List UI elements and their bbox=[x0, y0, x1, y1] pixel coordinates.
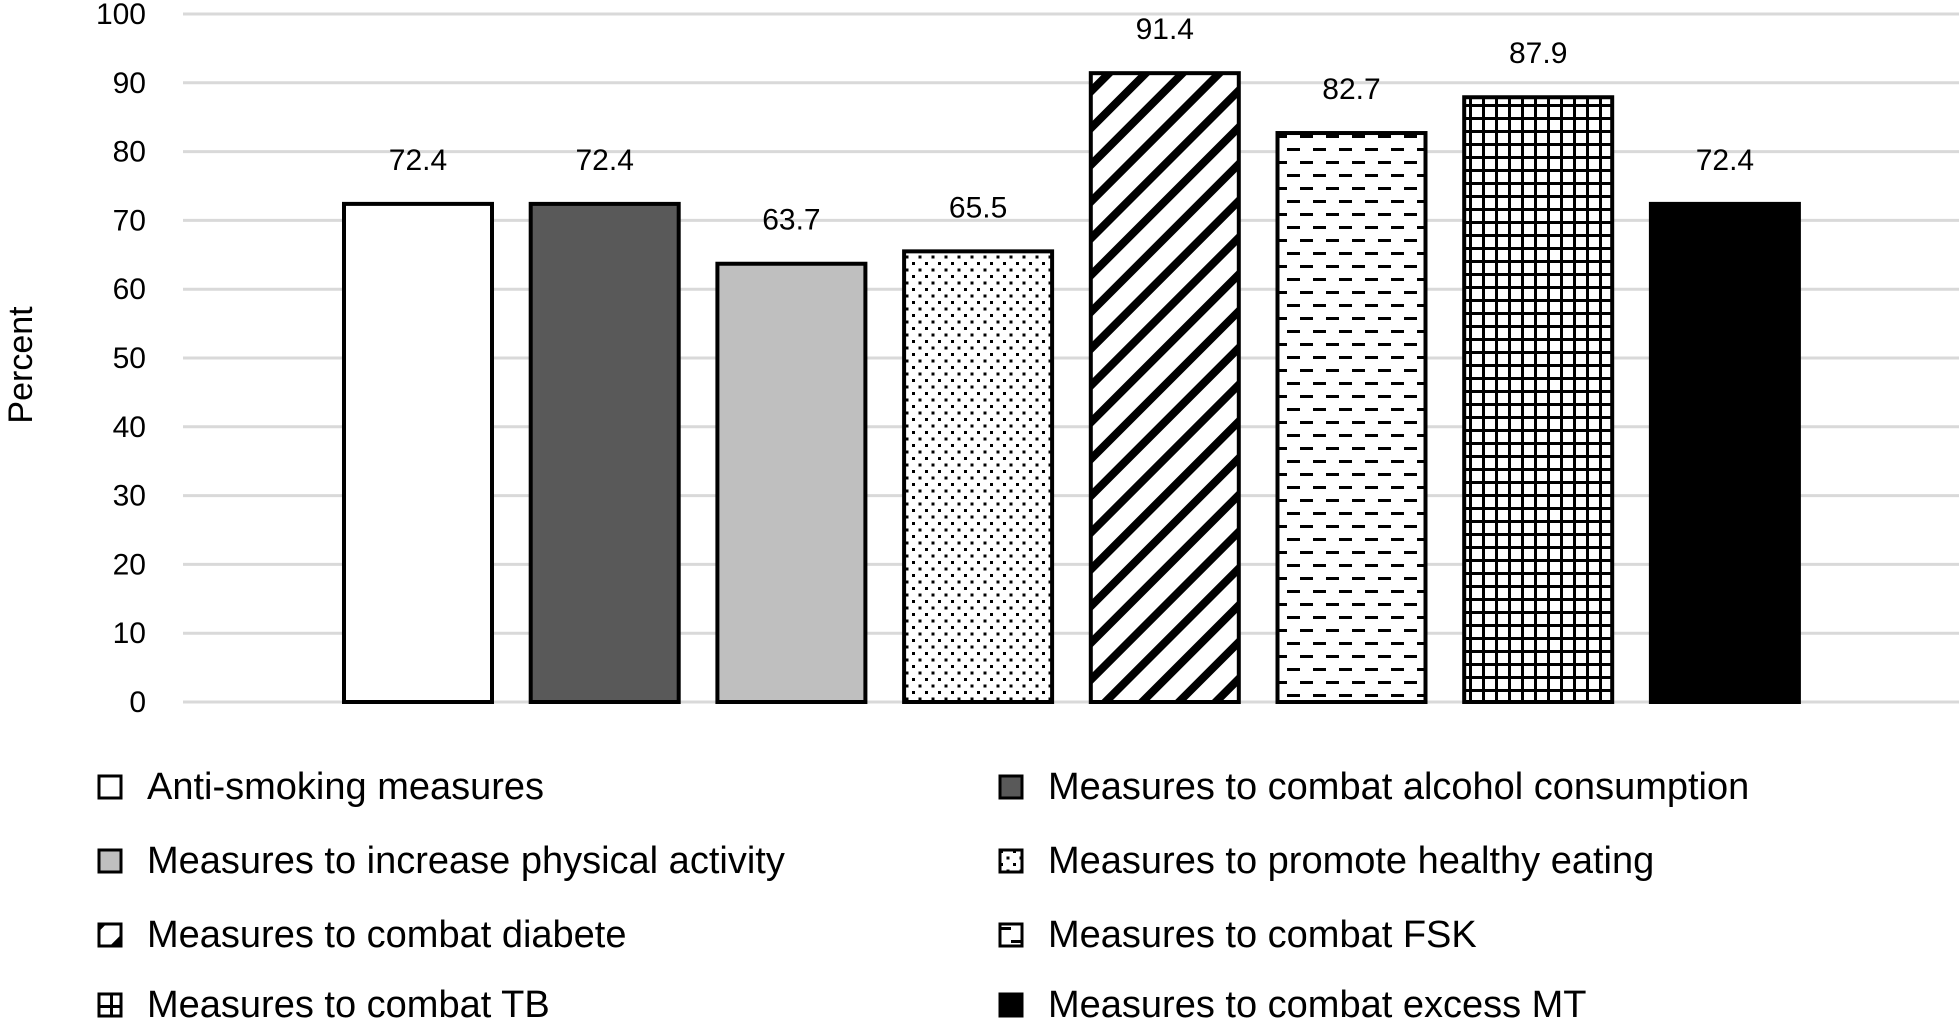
legend-item: Measures to promote healthy eating bbox=[998, 836, 1654, 886]
y-tick-label: 70 bbox=[113, 204, 146, 237]
legend-label: Measures to combat excess MT bbox=[1048, 983, 1587, 1026]
y-tick-label: 90 bbox=[113, 67, 146, 100]
data-label: 91.4 bbox=[1136, 13, 1194, 46]
legend-item: Measures to combat excess MT bbox=[998, 980, 1587, 1030]
legend-item: Measures to combat FSK bbox=[998, 910, 1477, 960]
bar-dark-gray bbox=[528, 201, 681, 704]
legend-label: Measures to promote healthy eating bbox=[1048, 839, 1655, 882]
legend-swatch-dots-icon bbox=[998, 848, 1024, 874]
legend-item: Measures to increase physical activity bbox=[97, 836, 785, 886]
bars bbox=[342, 71, 1801, 705]
legend-label: Measures to combat diabete bbox=[147, 913, 627, 956]
legend-label: Anti-smoking measures bbox=[147, 765, 545, 808]
bar-dashes bbox=[1275, 131, 1428, 705]
data-label: 65.5 bbox=[949, 191, 1007, 224]
bar-light-gray bbox=[715, 261, 868, 704]
legend-swatch-dashes-icon bbox=[998, 922, 1024, 948]
legend-swatch-black-icon bbox=[998, 992, 1024, 1018]
y-tick-label: 40 bbox=[113, 411, 146, 444]
bar-white bbox=[342, 201, 494, 704]
legend-label: Measures to increase physical activity bbox=[147, 839, 785, 882]
data-label: 72.4 bbox=[389, 144, 447, 177]
data-label: 72.4 bbox=[576, 144, 634, 177]
bar-dots bbox=[902, 249, 1055, 705]
legend-swatch-light-gray-icon bbox=[97, 848, 123, 874]
data-label: 87.9 bbox=[1509, 37, 1567, 70]
legend-swatch-white-icon bbox=[97, 774, 123, 800]
legend-item: Measures to combat alcohol consumption bbox=[998, 762, 1749, 812]
y-axis-ticks: 0 10 20 30 40 50 60 70 80 90 100 bbox=[96, 0, 146, 719]
legend-swatch-grid-icon bbox=[97, 992, 123, 1018]
y-tick-label: 10 bbox=[113, 617, 146, 650]
data-labels: 72.4 72.4 63.7 65.5 91.4 82.7 87.9 72.4 bbox=[389, 13, 1754, 237]
legend-label: Measures to combat FSK bbox=[1048, 913, 1477, 956]
legend-swatch-dark-gray-icon bbox=[998, 774, 1024, 800]
legend-item: Measures to combat TB bbox=[97, 980, 550, 1030]
legend-swatch-diagonal-stripes-icon bbox=[97, 922, 123, 948]
legend-item: Measures to combat diabete bbox=[97, 910, 627, 960]
legend: Anti-smoking measures Measures to combat … bbox=[0, 750, 1959, 1026]
legend-item: Anti-smoking measures bbox=[97, 762, 544, 812]
data-label: 82.7 bbox=[1322, 73, 1380, 106]
bar-diagonal-stripes bbox=[1088, 71, 1241, 704]
y-tick-label: 0 bbox=[129, 686, 146, 719]
legend-label: Measures to combat alcohol consumption bbox=[1048, 765, 1750, 808]
y-tick-label: 60 bbox=[113, 273, 146, 306]
bar-grid bbox=[1462, 95, 1615, 705]
bar-black bbox=[1648, 201, 1801, 704]
data-label: 72.4 bbox=[1696, 144, 1754, 177]
data-label: 63.7 bbox=[762, 204, 820, 237]
y-axis-label: Percent bbox=[2, 306, 40, 424]
legend-label: Measures to combat TB bbox=[147, 983, 550, 1026]
bar-chart: 0 10 20 30 40 50 60 70 80 90 100 72.4 72.4 63.7 65.5 9… bbox=[2, 0, 1959, 719]
y-tick-label: 80 bbox=[113, 136, 146, 169]
y-tick-label: 50 bbox=[113, 342, 146, 375]
y-tick-label: 30 bbox=[113, 480, 146, 513]
y-tick-label: 100 bbox=[96, 0, 146, 31]
y-tick-label: 20 bbox=[113, 548, 146, 581]
